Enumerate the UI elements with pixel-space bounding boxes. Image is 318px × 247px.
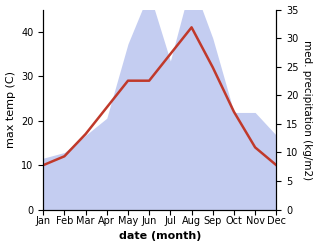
X-axis label: date (month): date (month) xyxy=(119,231,201,242)
Y-axis label: max temp (C): max temp (C) xyxy=(5,71,16,148)
Y-axis label: med. precipitation (kg/m2): med. precipitation (kg/m2) xyxy=(302,40,313,180)
